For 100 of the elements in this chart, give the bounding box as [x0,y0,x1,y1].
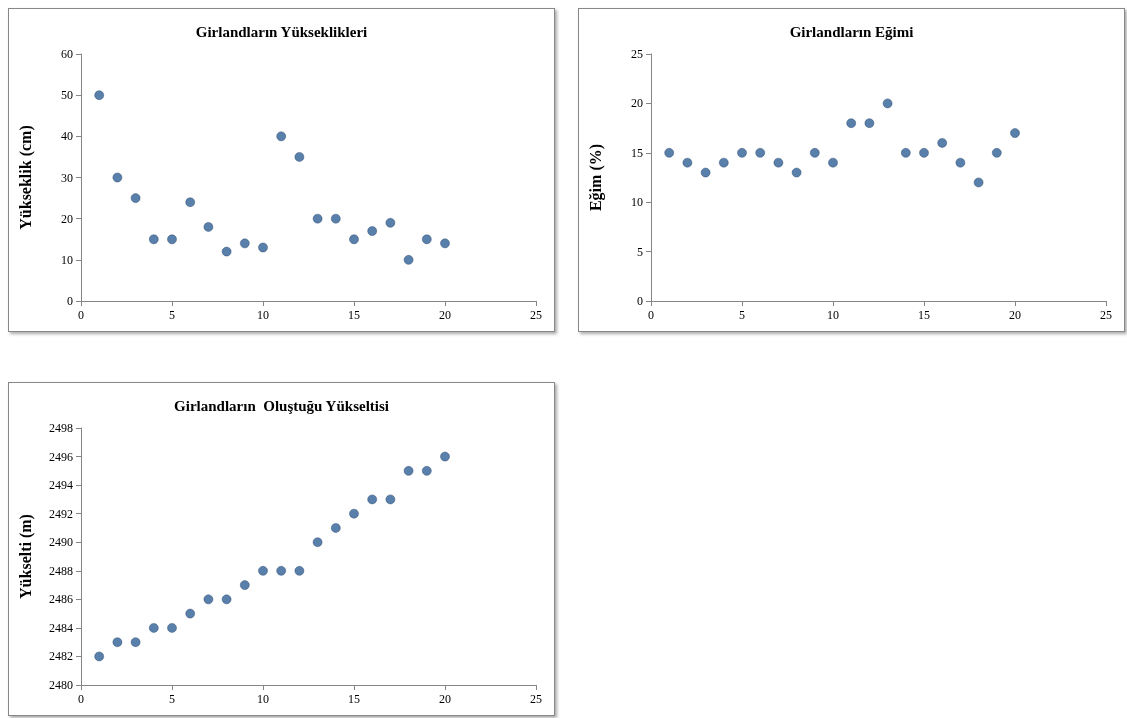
point [737,148,747,158]
point [167,234,177,244]
point [1010,128,1020,138]
chart-title: Girlandların Yükseklikleri [195,23,368,40]
point [367,494,377,505]
point [846,118,856,128]
y-tick-label: 2490 [49,535,73,550]
point [422,234,432,244]
point [901,148,911,158]
point [221,246,232,257]
point [992,148,1002,158]
y-tick-label: 20 [61,211,73,226]
point [149,234,159,244]
point [919,148,929,158]
point [422,466,432,476]
x-tick-label: 20 [439,308,451,322]
x-tick-label: 10 [257,692,269,706]
point [864,118,875,128]
y-tick-label: 40 [61,129,73,144]
point [258,566,268,576]
point [937,138,947,148]
point [882,98,893,109]
y-tick-label: 0 [637,294,643,308]
x-tick-label: 20 [439,692,451,706]
point [440,451,450,462]
point [312,537,323,547]
y-tick-label: 0 [67,294,73,308]
y-tick-label: 25 [631,47,643,61]
point [130,193,141,203]
point [149,623,159,633]
y-tick-label: 2482 [49,649,73,664]
x-tick-label: 15 [348,308,360,322]
y-axis-title: Eğim (%) [586,143,605,212]
point [385,494,396,505]
point [700,167,711,178]
x-tick-label: 25 [530,308,542,322]
x-tick-label: 5 [169,692,175,706]
point [276,131,286,142]
point [203,594,214,605]
point [791,167,802,178]
x-tick-label: 15 [348,692,360,706]
y-tick-label: 10 [61,252,73,267]
point [349,508,359,519]
point [719,157,729,168]
point [294,152,305,162]
y-axis-title: Yükseklik (cm) [16,125,35,230]
y-tick-label: 2492 [49,506,73,521]
x-tick-label: 25 [530,692,542,706]
y-tick-label: 2480 [49,678,73,692]
x-tick-label: 15 [918,308,930,322]
x-tick-label: 0 [78,692,84,706]
y-axis-title: Yükselti (m) [16,514,35,599]
y-tick-label: 2496 [49,449,73,464]
chart-title: Girlandların Eğimi [789,23,914,40]
y-tick-label: 2494 [49,478,73,493]
point [185,608,195,619]
point [367,226,377,236]
x-tick-label: 10 [827,308,839,322]
x-tick-label: 25 [1100,308,1112,322]
chart-title: Girlandların Oluştuğu Yükseltisi [174,397,389,414]
point [973,177,984,188]
y-tick-label: 10 [631,195,643,210]
point [955,157,966,168]
point [773,157,784,168]
point [349,234,359,244]
point [810,148,820,158]
y-tick-label: 50 [61,88,73,103]
x-tick-label: 0 [78,308,84,322]
point [331,523,341,533]
y-tick-label: 2486 [49,592,73,607]
point [403,466,414,476]
point [755,148,765,158]
x-tick-label: 10 [257,308,269,322]
point [312,213,323,224]
point [828,157,838,168]
point [664,148,674,158]
point [258,242,268,253]
point [385,218,396,228]
point [130,637,141,647]
point [112,637,123,647]
point [276,566,286,576]
point [403,255,414,265]
point [167,623,177,633]
x-tick-label: 5 [169,308,175,322]
point [240,238,250,249]
x-tick-label: 20 [1009,308,1021,322]
y-tick-label: 60 [61,47,73,61]
point [185,197,195,207]
y-tick-label: 2488 [49,563,73,578]
point [112,172,123,183]
point [240,580,250,590]
point [294,566,305,576]
point [682,157,693,168]
point [94,651,104,662]
point [331,213,341,224]
x-tick-label: 0 [648,308,654,322]
point [221,594,232,605]
point [94,90,104,100]
y-tick-label: 30 [61,170,73,185]
y-tick-label: 5 [637,244,643,259]
